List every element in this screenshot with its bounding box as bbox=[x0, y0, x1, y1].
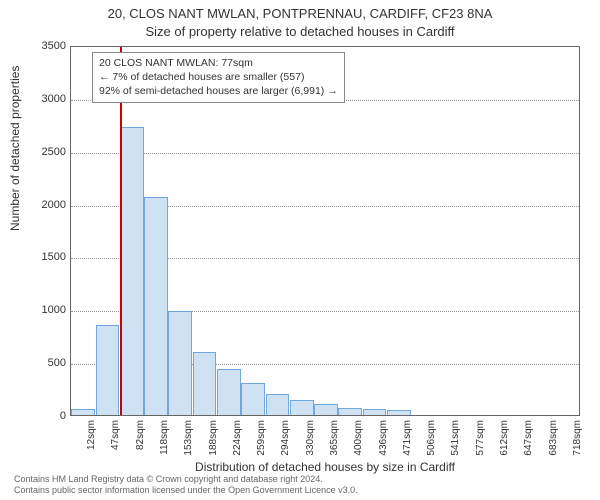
footer-line2: Contains public sector information licen… bbox=[14, 485, 358, 496]
x-tick-label: 82sqm bbox=[135, 420, 146, 464]
y-tick-label: 1500 bbox=[26, 251, 66, 263]
histogram-bar bbox=[266, 394, 290, 415]
y-tick-label: 3000 bbox=[26, 93, 66, 105]
y-tick-label: 1000 bbox=[26, 304, 66, 316]
y-tick-label: 2000 bbox=[26, 199, 66, 211]
annotation-line3: 92% of semi-detached houses are larger (… bbox=[99, 84, 338, 98]
annotation-line1: 20 CLOS NANT MWLAN: 77sqm bbox=[99, 56, 338, 70]
histogram-bar bbox=[120, 127, 144, 415]
x-tick-label: 647sqm bbox=[523, 420, 534, 464]
footer-attribution: Contains HM Land Registry data © Crown c… bbox=[14, 474, 358, 497]
histogram-bar bbox=[338, 408, 362, 415]
x-axis-label: Distribution of detached houses by size … bbox=[70, 460, 580, 474]
histogram-bar bbox=[387, 410, 411, 415]
histogram-bar bbox=[71, 409, 95, 415]
x-tick-label: 330sqm bbox=[305, 420, 316, 464]
x-tick-label: 718sqm bbox=[572, 420, 583, 464]
histogram-bar bbox=[217, 369, 241, 416]
x-tick-label: 188sqm bbox=[208, 420, 219, 464]
x-tick-label: 365sqm bbox=[329, 420, 340, 464]
annotation-line2: ← 7% of detached houses are smaller (557… bbox=[99, 70, 338, 84]
annotation-box: 20 CLOS NANT MWLAN: 77sqm ← 7% of detach… bbox=[92, 52, 345, 103]
histogram-bar bbox=[241, 383, 265, 415]
y-tick-label: 500 bbox=[26, 357, 66, 369]
x-tick-label: 541sqm bbox=[450, 420, 461, 464]
x-tick-label: 153sqm bbox=[183, 420, 194, 464]
chart-title-line2: Size of property relative to detached ho… bbox=[0, 24, 600, 39]
x-tick-label: 612sqm bbox=[499, 420, 510, 464]
x-tick-label: 577sqm bbox=[475, 420, 486, 464]
x-tick-label: 683sqm bbox=[548, 420, 559, 464]
x-tick-label: 436sqm bbox=[378, 420, 389, 464]
histogram-bar bbox=[193, 352, 217, 415]
x-tick-label: 118sqm bbox=[159, 420, 170, 464]
y-tick-label: 0 bbox=[26, 410, 66, 422]
y-tick-label: 3500 bbox=[26, 40, 66, 52]
gridline bbox=[71, 153, 579, 154]
histogram-bar bbox=[144, 197, 168, 415]
chart-title-line1: 20, CLOS NANT MWLAN, PONTPRENNAU, CARDIF… bbox=[0, 6, 600, 21]
histogram-bar bbox=[96, 325, 120, 415]
x-tick-label: 47sqm bbox=[110, 420, 121, 464]
x-tick-label: 506sqm bbox=[426, 420, 437, 464]
x-tick-label: 471sqm bbox=[402, 420, 413, 464]
histogram-bar bbox=[168, 311, 192, 415]
footer-line1: Contains HM Land Registry data © Crown c… bbox=[14, 474, 358, 485]
x-tick-label: 294sqm bbox=[280, 420, 291, 464]
x-tick-label: 224sqm bbox=[232, 420, 243, 464]
y-tick-label: 2500 bbox=[26, 146, 66, 158]
y-axis-label: Number of detached properties bbox=[8, 66, 22, 231]
x-tick-label: 12sqm bbox=[86, 420, 97, 464]
histogram-bar bbox=[314, 404, 338, 415]
histogram-bar bbox=[290, 400, 314, 415]
x-tick-label: 259sqm bbox=[256, 420, 267, 464]
x-tick-label: 400sqm bbox=[353, 420, 364, 464]
histogram-bar bbox=[363, 409, 387, 415]
